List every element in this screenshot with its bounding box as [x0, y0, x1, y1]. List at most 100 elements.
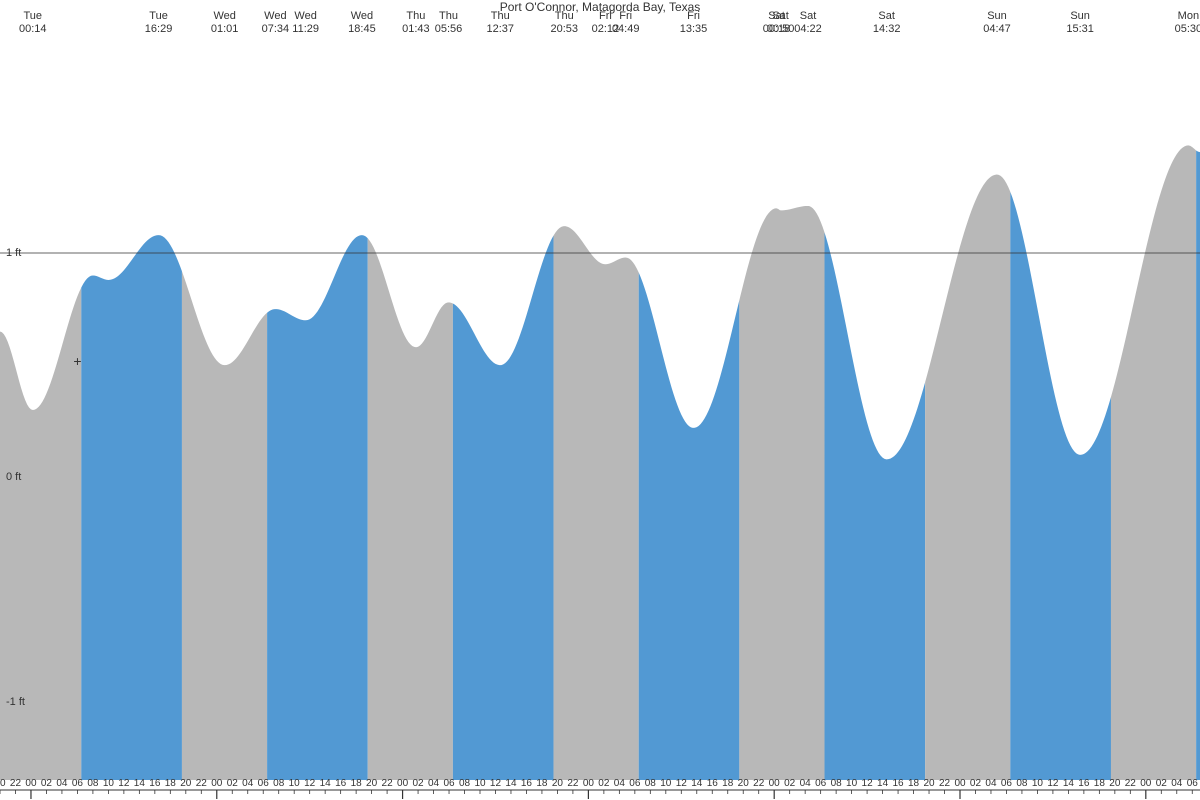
x-axis-label: 16 [893, 778, 904, 789]
x-axis-label: 20 [366, 778, 377, 789]
x-axis-label: 22 [382, 778, 393, 789]
x-axis-label: 12 [676, 778, 687, 789]
x-axis-label: 08 [831, 778, 842, 789]
x-axis-label: 02 [970, 778, 981, 789]
x-axis-label: 00 [25, 778, 36, 789]
tide-event-label: Sat14:32 [873, 10, 901, 36]
tide-event-label: Thu20:53 [550, 10, 578, 36]
x-axis-label: 04 [428, 778, 439, 789]
x-axis-label: 08 [459, 778, 470, 789]
x-axis-label: 18 [722, 778, 733, 789]
x-axis-label: 06 [1001, 778, 1012, 789]
tide-event-label: Wed07:34 [262, 10, 290, 36]
x-axis-label: 18 [1094, 778, 1105, 789]
tide-event-label: Mon05:30 [1175, 10, 1200, 36]
tide-event-label: Wed11:29 [292, 10, 319, 36]
tide-event-label: Wed01:01 [211, 10, 239, 36]
tide-area-day [825, 232, 926, 780]
x-axis-label: 02 [1156, 778, 1167, 789]
tide-event-label: Tue16:29 [145, 10, 173, 36]
x-axis-label: 04 [1171, 778, 1182, 789]
chart-svg [0, 0, 1200, 800]
tide-area-day [81, 235, 182, 780]
tide-event-label: Fri13:35 [680, 10, 708, 36]
x-axis-label: 08 [273, 778, 284, 789]
x-axis-label: 06 [815, 778, 826, 789]
x-axis-label: 06 [1187, 778, 1198, 789]
x-axis-label: 12 [1047, 778, 1058, 789]
x-axis-label: 06 [258, 778, 269, 789]
tide-area-night [182, 271, 267, 780]
tide-event-label: Sat00:50 [767, 10, 795, 36]
x-axis-label: 18 [908, 778, 919, 789]
x-axis-label: 10 [660, 778, 671, 789]
x-axis-label: 18 [536, 778, 547, 789]
x-axis-label: 10 [474, 778, 485, 789]
x-axis-label: 02 [41, 778, 52, 789]
tide-area-night [925, 175, 1010, 780]
current-time-marker: + [73, 353, 81, 369]
x-axis-label: 02 [784, 778, 795, 789]
x-axis-label: 00 [769, 778, 780, 789]
tide-event-label: Sun04:47 [983, 10, 1011, 36]
x-axis-label: 18 [165, 778, 176, 789]
x-axis-label: 20 [180, 778, 191, 789]
x-axis-label: 06 [629, 778, 640, 789]
x-axis-label: 12 [490, 778, 501, 789]
x-axis-label: 20 [1109, 778, 1120, 789]
x-axis-label: 10 [846, 778, 857, 789]
tide-area-day [639, 273, 740, 780]
x-axis-label: 14 [1063, 778, 1074, 789]
x-axis-label: 16 [1078, 778, 1089, 789]
x-axis-label: 16 [707, 778, 718, 789]
x-axis-label: 22 [939, 778, 950, 789]
x-axis-label: 04 [985, 778, 996, 789]
x-axis-label: 20 [0, 778, 6, 789]
x-axis-label: 00 [211, 778, 222, 789]
x-axis-label: 02 [598, 778, 609, 789]
tide-event-label: Wed18:45 [348, 10, 376, 36]
x-axis-label: 06 [72, 778, 83, 789]
tide-event-label: Thu05:56 [435, 10, 463, 36]
x-axis-label: 14 [877, 778, 888, 789]
x-axis-label: 10 [103, 778, 114, 789]
tide-event-label: Thu01:43 [402, 10, 430, 36]
tide-event-label: Thu12:37 [487, 10, 515, 36]
x-axis-label: 14 [691, 778, 702, 789]
x-axis-label: 04 [614, 778, 625, 789]
x-axis-label: 08 [645, 778, 656, 789]
x-axis-label: 14 [505, 778, 516, 789]
y-axis-label: 0 ft [6, 471, 21, 483]
tide-area-night [1111, 145, 1196, 780]
x-axis-label: 06 [443, 778, 454, 789]
x-axis-label: 22 [10, 778, 21, 789]
x-axis-label: 12 [862, 778, 873, 789]
tide-area-day [1196, 150, 1200, 780]
x-axis-label: 16 [335, 778, 346, 789]
x-axis-label: 16 [149, 778, 160, 789]
tide-area-day [453, 235, 554, 780]
y-axis-label: 1 ft [6, 247, 21, 259]
x-axis-label: 20 [552, 778, 563, 789]
x-axis-label: 18 [351, 778, 362, 789]
x-axis-label: 16 [521, 778, 532, 789]
x-axis-label: 08 [87, 778, 98, 789]
tide-event-label: Fri04:49 [612, 10, 640, 36]
x-axis-label: 02 [413, 778, 424, 789]
x-axis-label: 20 [923, 778, 934, 789]
tide-area-night [368, 238, 453, 780]
tide-event-label: Sat04:22 [794, 10, 822, 36]
x-axis-label: 00 [1140, 778, 1151, 789]
x-axis-label: 22 [567, 778, 578, 789]
tide-area-day [267, 235, 368, 780]
tide-area-night [739, 206, 824, 780]
x-axis-label: 22 [1125, 778, 1136, 789]
x-axis-label: 04 [56, 778, 67, 789]
x-axis-label: 14 [320, 778, 331, 789]
tide-event-label: Tue00:14 [19, 10, 47, 36]
x-axis-label: 00 [397, 778, 408, 789]
tide-area-night [554, 226, 639, 780]
x-axis-label: 00 [954, 778, 965, 789]
x-axis-label: 12 [304, 778, 315, 789]
x-axis-label: 14 [134, 778, 145, 789]
